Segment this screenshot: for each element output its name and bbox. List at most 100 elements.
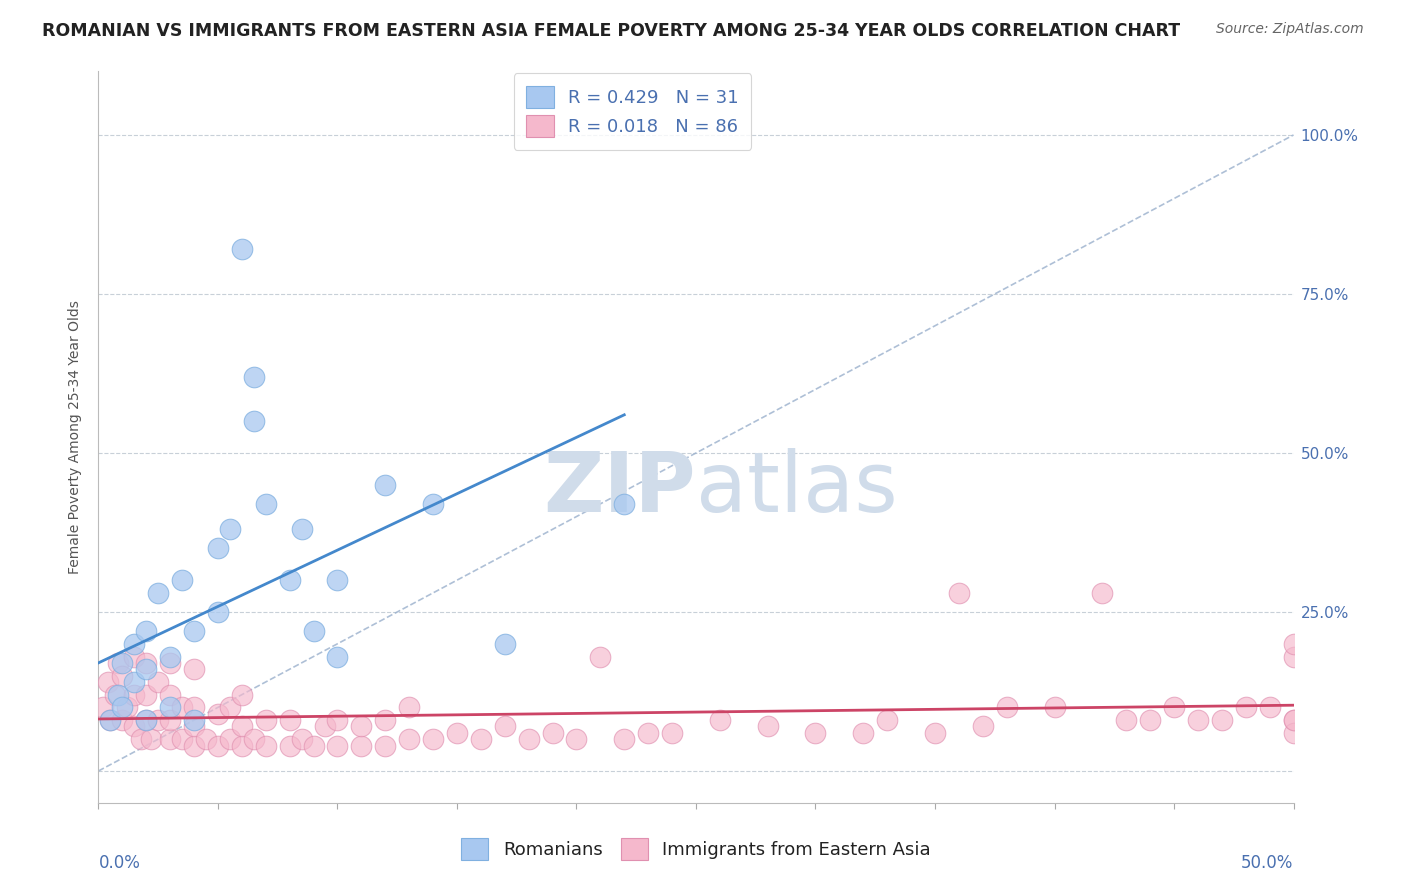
Point [1091, 586, 1114, 600]
Point [422, 732, 444, 747]
Point [148, 675, 170, 690]
Point [115, 700, 138, 714]
Point [172, 732, 194, 747]
Point [995, 700, 1018, 714]
Point [948, 586, 970, 600]
Point [207, 739, 229, 753]
Y-axis label: Female Poverty Among 25-34 Year Olds: Female Poverty Among 25-34 Year Olds [69, 300, 83, 574]
Point [219, 732, 242, 747]
Point [637, 726, 659, 740]
Point [291, 522, 314, 536]
Point [1211, 713, 1233, 727]
Point [1282, 713, 1305, 727]
Point [135, 656, 157, 670]
Point [148, 586, 170, 600]
Point [172, 573, 194, 587]
Point [219, 700, 242, 714]
Point [422, 497, 444, 511]
Point [124, 675, 146, 690]
Point [350, 739, 373, 753]
Point [135, 662, 157, 676]
Point [219, 522, 242, 536]
Point [613, 732, 636, 747]
Point [709, 713, 731, 727]
Point [326, 739, 349, 753]
Point [91, 700, 114, 714]
Point [1187, 713, 1209, 727]
Point [183, 662, 205, 676]
Point [124, 719, 146, 733]
Text: ZIP: ZIP [544, 448, 696, 529]
Point [613, 497, 636, 511]
Text: atlas: atlas [696, 448, 897, 529]
Point [159, 732, 181, 747]
Point [231, 688, 253, 702]
Point [231, 719, 253, 733]
Point [924, 726, 946, 740]
Point [565, 732, 588, 747]
Point [231, 243, 253, 257]
Point [231, 739, 253, 753]
Point [852, 726, 875, 740]
Point [374, 713, 396, 727]
Point [159, 688, 181, 702]
Point [315, 719, 337, 733]
Point [278, 573, 301, 587]
Point [207, 605, 229, 619]
Point [1282, 726, 1305, 740]
Point [135, 713, 157, 727]
Text: 0.0%: 0.0% [98, 854, 141, 872]
Point [374, 477, 396, 491]
Point [1234, 700, 1257, 714]
Point [470, 732, 492, 747]
Point [446, 726, 468, 740]
Point [183, 700, 205, 714]
Point [135, 713, 157, 727]
Point [139, 732, 162, 747]
Point [494, 719, 516, 733]
Point [517, 732, 540, 747]
Point [302, 624, 325, 638]
Point [1139, 713, 1161, 727]
Point [111, 668, 134, 682]
Point [278, 713, 301, 727]
Point [111, 700, 134, 714]
Point [195, 732, 218, 747]
Point [1163, 700, 1185, 714]
Point [98, 713, 122, 727]
Point [398, 732, 420, 747]
Point [183, 739, 205, 753]
Text: 50.0%: 50.0% [1241, 854, 1294, 872]
Point [326, 713, 349, 727]
Point [207, 706, 229, 721]
Point [159, 700, 181, 714]
Point [1258, 700, 1281, 714]
Point [1282, 713, 1305, 727]
Point [98, 713, 122, 727]
Point [124, 688, 146, 702]
Point [107, 688, 129, 702]
Point [135, 688, 157, 702]
Point [172, 700, 194, 714]
Point [107, 656, 129, 670]
Point [254, 497, 277, 511]
Point [326, 573, 349, 587]
Point [159, 656, 181, 670]
Point [326, 649, 349, 664]
Point [104, 688, 127, 702]
Point [254, 713, 277, 727]
Point [302, 739, 325, 753]
Point [159, 649, 181, 664]
Point [124, 637, 146, 651]
Point [111, 713, 134, 727]
Point [291, 732, 314, 747]
Point [183, 719, 205, 733]
Point [278, 739, 301, 753]
Point [374, 739, 396, 753]
Point [243, 369, 266, 384]
Point [148, 713, 170, 727]
Point [124, 649, 146, 664]
Point [1043, 700, 1066, 714]
Point [243, 414, 266, 428]
Text: Source: ZipAtlas.com: Source: ZipAtlas.com [1216, 22, 1364, 37]
